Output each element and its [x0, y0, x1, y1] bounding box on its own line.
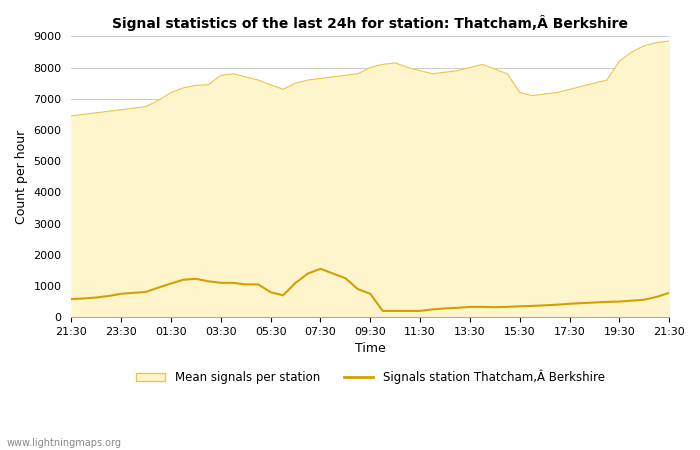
Y-axis label: Count per hour: Count per hour [15, 130, 28, 224]
Title: Signal statistics of the last 24h for station: Thatcham,Â Berkshire: Signal statistics of the last 24h for st… [112, 15, 629, 31]
X-axis label: Time: Time [355, 342, 386, 356]
Legend: Mean signals per station, Signals station Thatcham,Â Berkshire: Mean signals per station, Signals statio… [131, 365, 610, 389]
Text: www.lightningmaps.org: www.lightningmaps.org [7, 438, 122, 448]
